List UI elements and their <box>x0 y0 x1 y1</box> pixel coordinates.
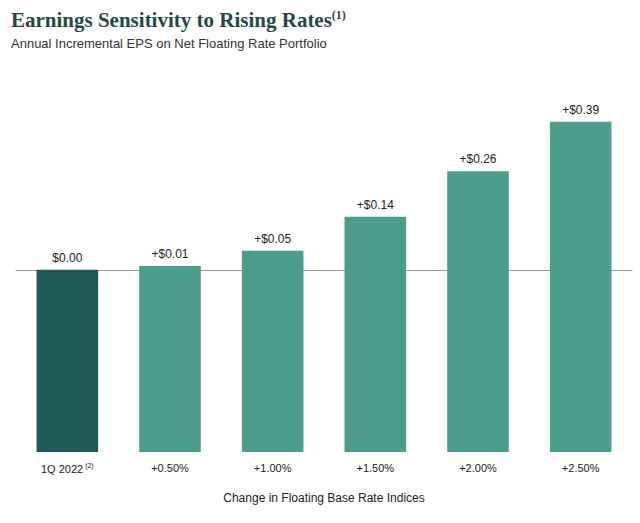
svg-text:+$0.14: +$0.14 <box>357 198 394 212</box>
svg-text:Earnings Sensitivity to Rising: Earnings Sensitivity to Rising Rates <box>11 8 332 32</box>
svg-text:+$0.26: +$0.26 <box>459 152 496 166</box>
svg-text:Annual Incremental EPS on Net: Annual Incremental EPS on Net Floating R… <box>11 36 327 51</box>
svg-text:+2.00%: +2.00% <box>459 462 497 474</box>
svg-text:+0.50%: +0.50% <box>151 462 189 474</box>
svg-text:+2.50%: +2.50% <box>562 462 600 474</box>
svg-text:+1.50%: +1.50% <box>357 462 395 474</box>
svg-text:1Q 2022: 1Q 2022 <box>41 463 83 475</box>
svg-text:+$0.39: +$0.39 <box>562 103 599 117</box>
svg-text:(1): (1) <box>332 8 346 22</box>
svg-text:Change in Floating Base Rate I: Change in Floating Base Rate Indices <box>223 491 424 505</box>
svg-text:+$0.01: +$0.01 <box>151 247 188 261</box>
svg-text:+1.00%: +1.00% <box>254 462 292 474</box>
svg-text:+$0.05: +$0.05 <box>254 232 291 246</box>
svg-text:$0.00: $0.00 <box>52 251 82 265</box>
svg-text:(2): (2) <box>85 462 94 470</box>
